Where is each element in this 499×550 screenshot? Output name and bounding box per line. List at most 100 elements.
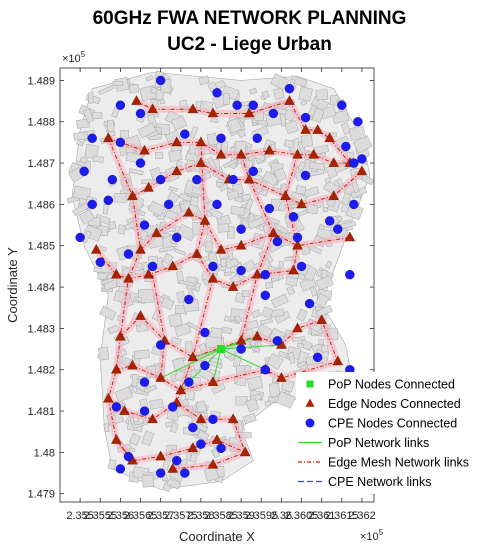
building-block [226, 117, 243, 134]
building-block [341, 192, 352, 206]
y-tick-label: 1.485 [27, 241, 55, 253]
building-block [169, 422, 179, 434]
building-block [195, 422, 208, 433]
building-block [211, 382, 226, 395]
building-block [320, 344, 329, 353]
building-block [149, 86, 158, 95]
building-block [128, 432, 142, 447]
building-block [174, 322, 192, 338]
edge-node [195, 136, 207, 147]
edge-node [292, 322, 303, 333]
cpe-node [172, 455, 182, 466]
cpe-node [304, 298, 315, 309]
building-block [73, 131, 88, 141]
building-block [94, 213, 111, 225]
edge-node [251, 268, 263, 279]
building-block [247, 216, 266, 230]
legend-box [296, 372, 496, 494]
building-block [133, 349, 150, 360]
building-block [315, 293, 330, 308]
cpe-node [115, 464, 126, 474]
x-tick-label: 2.358 [187, 510, 215, 522]
building-block [222, 93, 230, 105]
building-block [299, 339, 313, 351]
y-tick-label: 1.483 [27, 323, 55, 335]
building-block [98, 84, 115, 96]
cpe-node [155, 340, 166, 350]
building-block [129, 84, 139, 93]
building-block [168, 149, 183, 163]
edge-node [143, 268, 154, 279]
building-block [297, 161, 306, 172]
building-block [82, 230, 92, 244]
cpe-node [300, 170, 311, 181]
edge-node [251, 330, 263, 341]
cpe-node [139, 377, 150, 387]
x-tick-label: 2.357 [147, 510, 175, 522]
edge-node [312, 124, 323, 134]
building-block [141, 261, 149, 272]
edge-node [328, 190, 340, 200]
building-block [128, 168, 144, 176]
edge-node [235, 239, 247, 250]
edge-mesh-link [95, 249, 294, 288]
building-block [189, 125, 199, 139]
building-block [97, 245, 107, 252]
building-block [269, 383, 281, 398]
building-block [112, 81, 123, 86]
cpe-node [260, 290, 271, 301]
edge-node [284, 95, 295, 105]
building-block [250, 309, 262, 319]
edge-mesh-link [108, 137, 350, 164]
edge-node [344, 231, 356, 242]
building-block [304, 265, 318, 282]
building-block [300, 99, 308, 106]
edge-node [151, 227, 162, 238]
building-block [72, 202, 89, 216]
edge-node [90, 243, 102, 254]
cpe-node [284, 83, 295, 94]
building-block [145, 75, 154, 82]
legend-cpe-symbol [305, 418, 315, 428]
building-block [170, 115, 188, 131]
x-tick-label: 2.36 [271, 510, 292, 522]
edge-node [316, 314, 327, 324]
x-axis: 2.3552.35552.3562.35652.3572.35752.3582.… [66, 68, 376, 522]
building-block [331, 109, 350, 125]
edge-node [207, 458, 219, 469]
building-block [288, 352, 296, 364]
edge-node [147, 103, 158, 114]
building-block [141, 430, 155, 447]
building-block [196, 429, 210, 442]
cpe-node [268, 108, 279, 119]
building-block [99, 305, 117, 321]
building-block [198, 75, 210, 86]
edge-node [239, 446, 251, 457]
x-tick-label: 2.3575 [164, 510, 198, 522]
building-block [260, 318, 273, 325]
building-block [273, 167, 287, 182]
building-block [256, 323, 274, 339]
building-block [176, 291, 187, 304]
edge-node [292, 148, 303, 159]
building-block [265, 281, 274, 289]
building-block [111, 107, 120, 118]
x-tick-label: 2.3605 [285, 510, 319, 522]
building-block [168, 186, 179, 193]
cpe-node [192, 174, 202, 185]
cpe-node [248, 166, 258, 177]
edge-node [227, 413, 239, 424]
cpe-node [252, 133, 262, 143]
building-block [189, 452, 198, 463]
building-block [284, 120, 299, 135]
building-block [253, 346, 261, 353]
y-tick-label: 1.488 [27, 117, 55, 129]
x-tick-label: 2.361 [308, 510, 336, 522]
edge-node [276, 372, 287, 382]
pop-link [220, 344, 282, 350]
cpe-node [312, 352, 323, 363]
building-block [137, 122, 157, 139]
pop-link [212, 348, 222, 383]
cpe-node [260, 365, 271, 375]
edge-node [264, 144, 275, 155]
